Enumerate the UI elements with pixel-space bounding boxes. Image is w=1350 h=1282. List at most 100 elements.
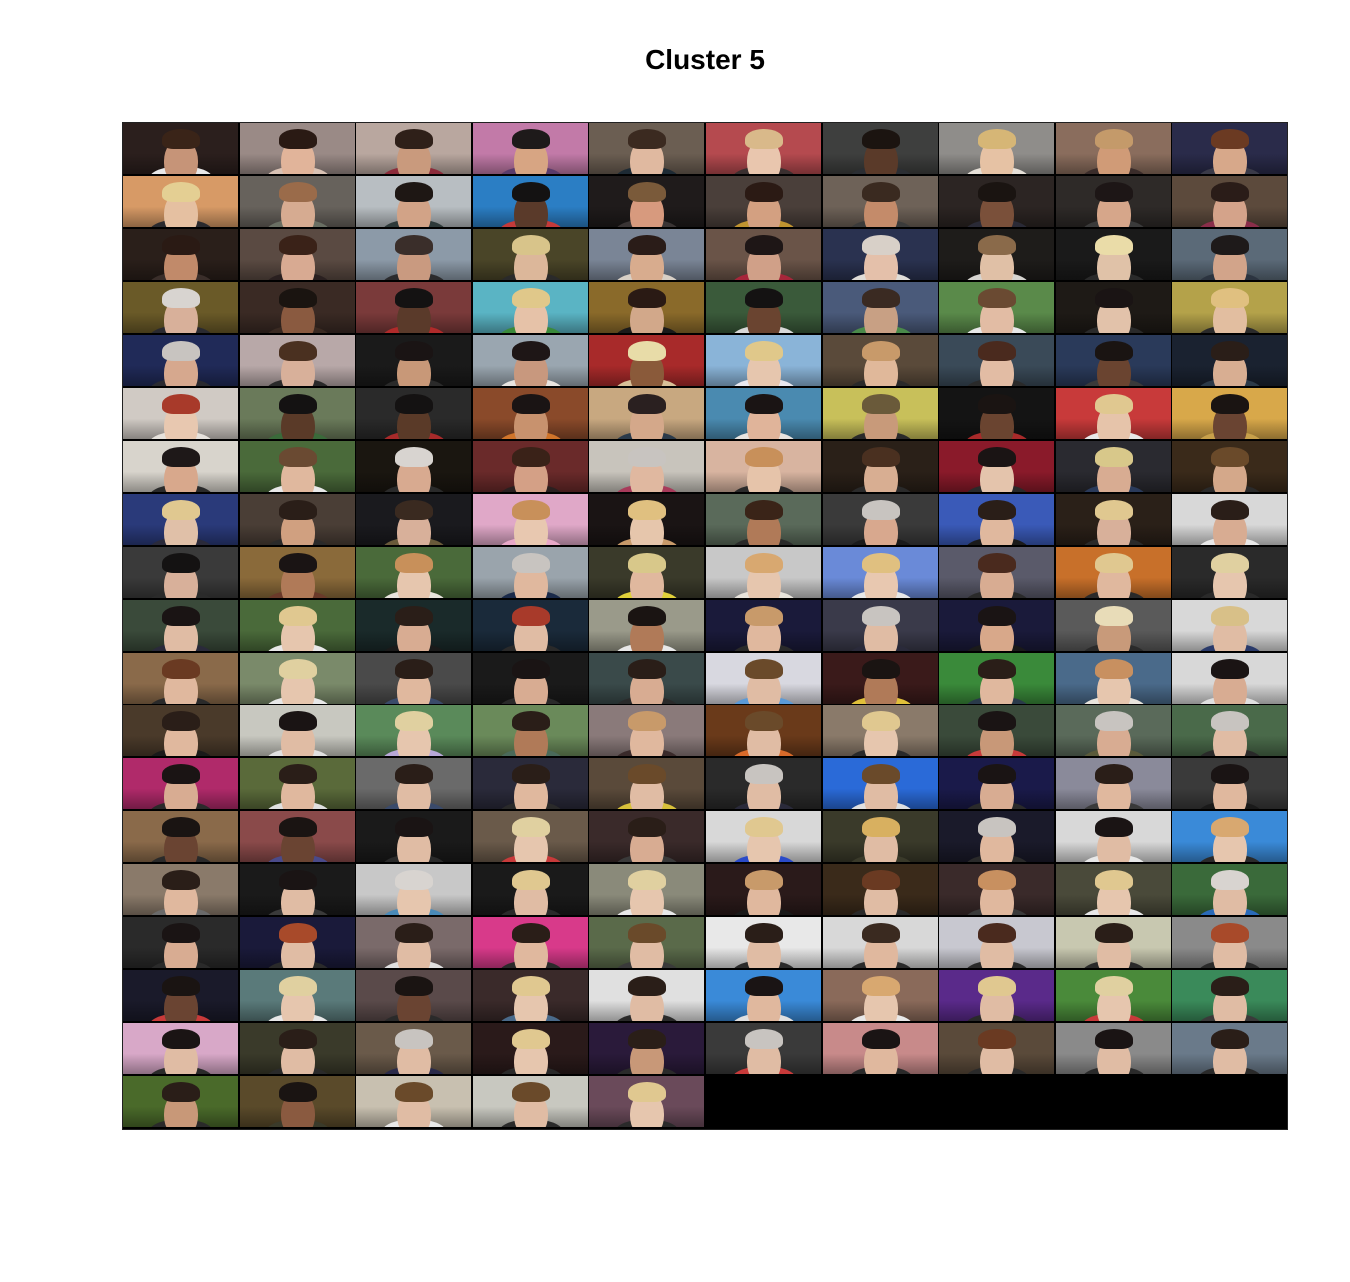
thumbnail-tile (1172, 335, 1287, 386)
person-hair (1210, 711, 1249, 731)
person-hair (394, 870, 433, 890)
person-hair (511, 711, 550, 731)
person-hair (511, 288, 550, 308)
person-hair (861, 711, 900, 731)
thumbnail-tile (706, 917, 821, 968)
person-hair (1210, 500, 1249, 520)
thumbnail-tile (706, 335, 821, 386)
thumbnail-tile (823, 282, 938, 333)
person-hair (1094, 235, 1133, 255)
person-hair (744, 500, 783, 520)
person-hair (1210, 817, 1249, 837)
thumbnail-tile (1056, 229, 1171, 280)
thumbnail-tile (939, 864, 1054, 915)
person-hair (744, 235, 783, 255)
person-hair (278, 870, 317, 890)
person-hair (511, 447, 550, 467)
person-hair (1210, 129, 1249, 149)
person-hair (744, 182, 783, 202)
thumbnail-tile (823, 864, 938, 915)
thumbnail-tile (706, 388, 821, 439)
thumbnail-tile (473, 547, 588, 598)
thumbnail-tile (589, 917, 704, 968)
person-hair (278, 235, 317, 255)
person-hair (278, 182, 317, 202)
person-hair (977, 870, 1016, 890)
thumbnail-tile (1172, 229, 1287, 280)
person-hair (1094, 553, 1133, 573)
thumbnail-tile (706, 600, 821, 651)
thumbnail-tile (706, 705, 821, 756)
thumbnail-tile (589, 229, 704, 280)
thumbnail-tile (706, 653, 821, 704)
person-hair (511, 129, 550, 149)
thumbnail-tile (356, 705, 471, 756)
person-hair (511, 182, 550, 202)
person-hair (278, 976, 317, 996)
person-hair (861, 447, 900, 467)
thumbnail-tile (240, 335, 355, 386)
person-hair (744, 288, 783, 308)
thumbnail-tile (1056, 811, 1171, 862)
thumbnail-tile (240, 282, 355, 333)
thumbnail-tile (823, 1023, 938, 1074)
person-hair (1094, 711, 1133, 731)
thumbnail-tile (823, 970, 938, 1021)
thumbnail-tile (706, 229, 821, 280)
person-hair (511, 817, 550, 837)
thumbnail-tile (356, 811, 471, 862)
person-hair (161, 711, 200, 731)
thumbnail-tile (356, 600, 471, 651)
person-hair (627, 870, 666, 890)
person-hair (161, 817, 200, 837)
person-hair (861, 659, 900, 679)
thumbnail-tile (706, 811, 821, 862)
thumbnail-tile (473, 600, 588, 651)
thumbnail-tile (939, 547, 1054, 598)
person-hair (744, 394, 783, 414)
person-hair (394, 288, 433, 308)
thumbnail-tile (123, 282, 238, 333)
thumbnail-tile (123, 441, 238, 492)
person-hair (278, 1082, 317, 1102)
person-hair (394, 235, 433, 255)
thumbnail-tile (589, 970, 704, 1021)
person-hair (1210, 659, 1249, 679)
thumbnail-tile (706, 441, 821, 492)
thumbnail-tile (589, 547, 704, 598)
thumbnail-tile (356, 1076, 471, 1127)
figure-title: Cluster 5 (645, 44, 765, 75)
person-hair (744, 553, 783, 573)
thumbnail-tile (473, 123, 588, 174)
thumbnail-tile (356, 917, 471, 968)
person-hair (861, 500, 900, 520)
person-hair (744, 711, 783, 731)
thumbnail-tile (589, 864, 704, 915)
person-hair (278, 129, 317, 149)
person-hair (627, 288, 666, 308)
person-hair (161, 500, 200, 520)
thumbnail-tile (1172, 864, 1287, 915)
thumbnail-tile (1172, 705, 1287, 756)
thumbnail-tile (240, 388, 355, 439)
person-hair (394, 129, 433, 149)
person-hair (744, 764, 783, 784)
thumbnail-tile (356, 441, 471, 492)
thumbnail-tile (356, 970, 471, 1021)
person-hair (278, 1029, 317, 1049)
person-hair (278, 923, 317, 943)
thumbnail-tile (939, 705, 1054, 756)
person-hair (977, 447, 1016, 467)
person-hair (394, 764, 433, 784)
person-hair (977, 500, 1016, 520)
thumbnail-tile (240, 547, 355, 598)
person-hair (1094, 447, 1133, 467)
person-hair (278, 500, 317, 520)
thumbnail-tile (123, 388, 238, 439)
person-hair (1210, 447, 1249, 467)
person-hair (861, 817, 900, 837)
thumbnail-tile (473, 282, 588, 333)
thumbnail-tile (240, 441, 355, 492)
thumbnail-tile (123, 176, 238, 227)
thumbnail-tile (589, 335, 704, 386)
